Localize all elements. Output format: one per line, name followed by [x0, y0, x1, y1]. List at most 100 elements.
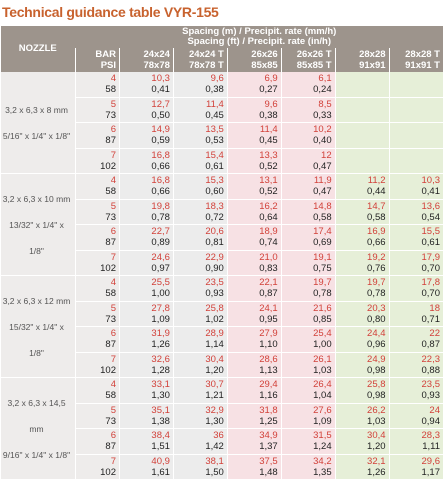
rate-in: 1,17: [390, 467, 440, 478]
psi: 73: [76, 212, 116, 223]
bar: 5: [76, 405, 116, 416]
nozzle-mm: 3,2 x 6,3 x 14,5 mm: [1, 390, 72, 442]
rate-mm: 6,1: [282, 73, 332, 84]
rate-mm: 22,3: [390, 354, 440, 365]
rate-in: 1,51: [120, 441, 170, 452]
rate-mm: 24,9: [336, 354, 386, 365]
rate-mm: 40,9: [120, 456, 170, 467]
psi: 102: [76, 365, 116, 376]
spacing-ft: Spacing (ft) / Precipit. rate (in/h): [76, 37, 443, 47]
rate-in: 0,47: [282, 186, 332, 197]
rate-in: 0,59: [120, 135, 170, 146]
bar: 6: [76, 430, 116, 441]
column-ft: 85x85 T: [282, 60, 332, 71]
rate-mm: 17,9: [390, 252, 440, 263]
psi: 87: [76, 441, 116, 452]
rate-in: 0,78: [120, 212, 170, 223]
psi: 58: [76, 186, 116, 197]
rate-mm: 16,9: [336, 226, 386, 237]
psi: 87: [76, 135, 116, 146]
rate-in: 0,47: [282, 161, 332, 172]
rate-mm: 10,2: [282, 124, 332, 135]
rate-mm: 24,6: [120, 252, 170, 263]
rate-mm: 30,4: [336, 430, 386, 441]
rate-in: 0,93: [174, 288, 224, 299]
rate-mm: 28,6: [228, 354, 278, 365]
rate-in: 0,70: [390, 263, 440, 274]
column-ft: 91x91 T: [390, 60, 440, 71]
bar: 7: [76, 252, 116, 263]
rate-mm: 14,8: [282, 201, 332, 212]
rate-mm: 35,1: [120, 405, 170, 416]
rate-mm: 32,9: [174, 405, 224, 416]
rate-in: 0,50: [120, 110, 170, 121]
bar: 6: [76, 328, 116, 339]
nozzle-mm: 3,2 x 6,3 x 8 mm: [1, 97, 72, 123]
nozzle-in: 15/32" x 1/4" x 1/8": [1, 314, 72, 366]
psi: 87: [76, 339, 116, 350]
rate-mm: 19,2: [336, 252, 386, 263]
rate-in: 1,16: [228, 390, 278, 401]
rate-mm: 26,1: [282, 354, 332, 365]
rate-mm: 18,3: [174, 201, 224, 212]
rate-in: 1,48: [228, 467, 278, 478]
rate-in: 1,14: [174, 339, 224, 350]
rate-mm: 26,2: [336, 405, 386, 416]
psi: 73: [76, 314, 116, 325]
rate-mm: 25,8: [174, 303, 224, 314]
psi: 73: [76, 110, 116, 121]
rate-in: 0,97: [120, 263, 170, 274]
rate-mm: 24,1: [228, 303, 278, 314]
rate-mm: 22: [390, 328, 440, 339]
rate-in: 0,83: [228, 263, 278, 274]
column-m: 28x28: [336, 49, 386, 60]
rate-in: 0,87: [228, 288, 278, 299]
rate-mm: 11,9: [282, 175, 332, 186]
rate-in: 1,13: [228, 365, 278, 376]
rate-in: 0,81: [174, 237, 224, 248]
bar: 7: [76, 354, 116, 365]
rate-mm: 14,7: [336, 201, 386, 212]
rate-in: 1,30: [120, 390, 170, 401]
rate-mm: 10,3: [390, 175, 440, 186]
rate-mm: 20,3: [336, 303, 386, 314]
rate-mm: 34,2: [282, 456, 332, 467]
rate-in: 1,02: [174, 314, 224, 325]
rate-mm: 21,0: [228, 252, 278, 263]
spacing-header: Spacing (m) / Precipit. rate (mm/h)Spaci…: [76, 26, 443, 48]
rate-in: 0,61: [174, 161, 224, 172]
rate-in: 1,35: [282, 467, 332, 478]
rate-mm: 13,6: [390, 201, 440, 212]
rate-mm: 28,9: [174, 328, 224, 339]
rate-mm: 31,8: [228, 405, 278, 416]
